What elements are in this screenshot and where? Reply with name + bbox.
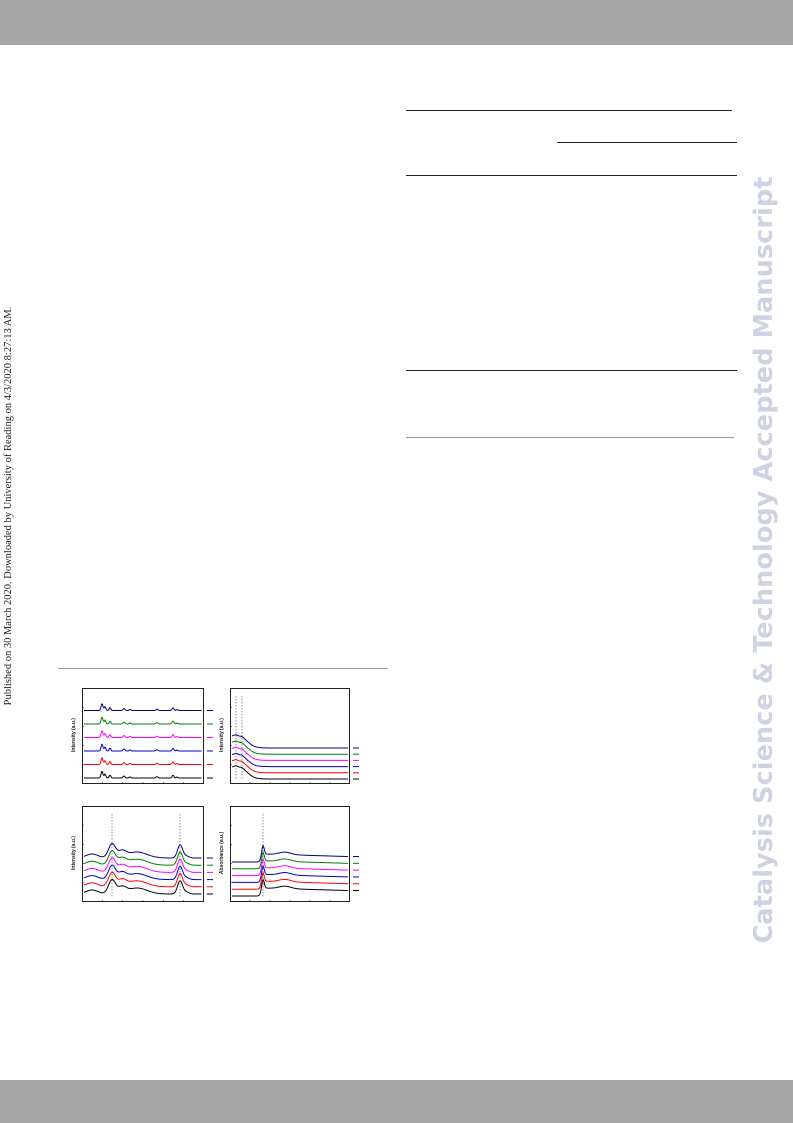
y-axis-label: Intensity (a.u.) (219, 718, 225, 752)
series-line (84, 703, 202, 711)
panel-a: Intensity (a.u.) (71, 688, 213, 784)
series-line (232, 857, 349, 877)
table-footnote-rule (406, 437, 734, 438)
table-bottom-rule (406, 370, 737, 371)
series-line (232, 871, 349, 890)
series-line (83, 842, 202, 859)
journal-watermark: Catalysis Science & Technology Accepted … (749, 176, 779, 944)
series-line (231, 765, 348, 780)
series-line (84, 730, 202, 738)
series-line (231, 752, 348, 768)
header-band (0, 0, 793, 45)
plot-area (230, 814, 359, 902)
y-axis-label: Absorbance (a.u.) (219, 831, 225, 875)
panel-d: Absorbance (a.u.) (219, 806, 359, 902)
table-top-rule (406, 110, 732, 111)
y-axis-label: Intensity (a.u.) (71, 836, 77, 870)
publication-note: Published on 30 March 2020. Downloaded b… (3, 306, 14, 706)
table-header-rule (406, 175, 737, 176)
series-line (84, 717, 202, 725)
figure-top-rule (58, 668, 388, 669)
series-line (84, 771, 202, 779)
series-line (83, 871, 202, 888)
table-group-rule (557, 142, 737, 143)
series-line (231, 740, 348, 755)
series-line (232, 878, 349, 897)
panel-b: Intensity (a.u.) (219, 688, 359, 784)
series-line (232, 864, 349, 883)
series-line (232, 844, 349, 863)
panel-c: Intensity (a.u.) (71, 806, 213, 902)
series-line (84, 744, 202, 752)
plot-area (230, 696, 359, 784)
series-line (83, 850, 202, 866)
figure: Intensity (a.u.) Intensity (a.u.) Intens… (60, 680, 360, 910)
series-line (83, 878, 202, 895)
series-line (83, 857, 202, 873)
plot-area (82, 703, 213, 784)
series-line (231, 746, 348, 761)
plot-area (82, 814, 213, 902)
series-line (232, 851, 349, 870)
series-line (231, 759, 348, 774)
series-line (231, 734, 348, 749)
y-axis-label: Intensity (a.u.) (71, 718, 77, 752)
series-line (84, 757, 202, 765)
footer-band (0, 1080, 793, 1123)
series-line (83, 864, 202, 881)
